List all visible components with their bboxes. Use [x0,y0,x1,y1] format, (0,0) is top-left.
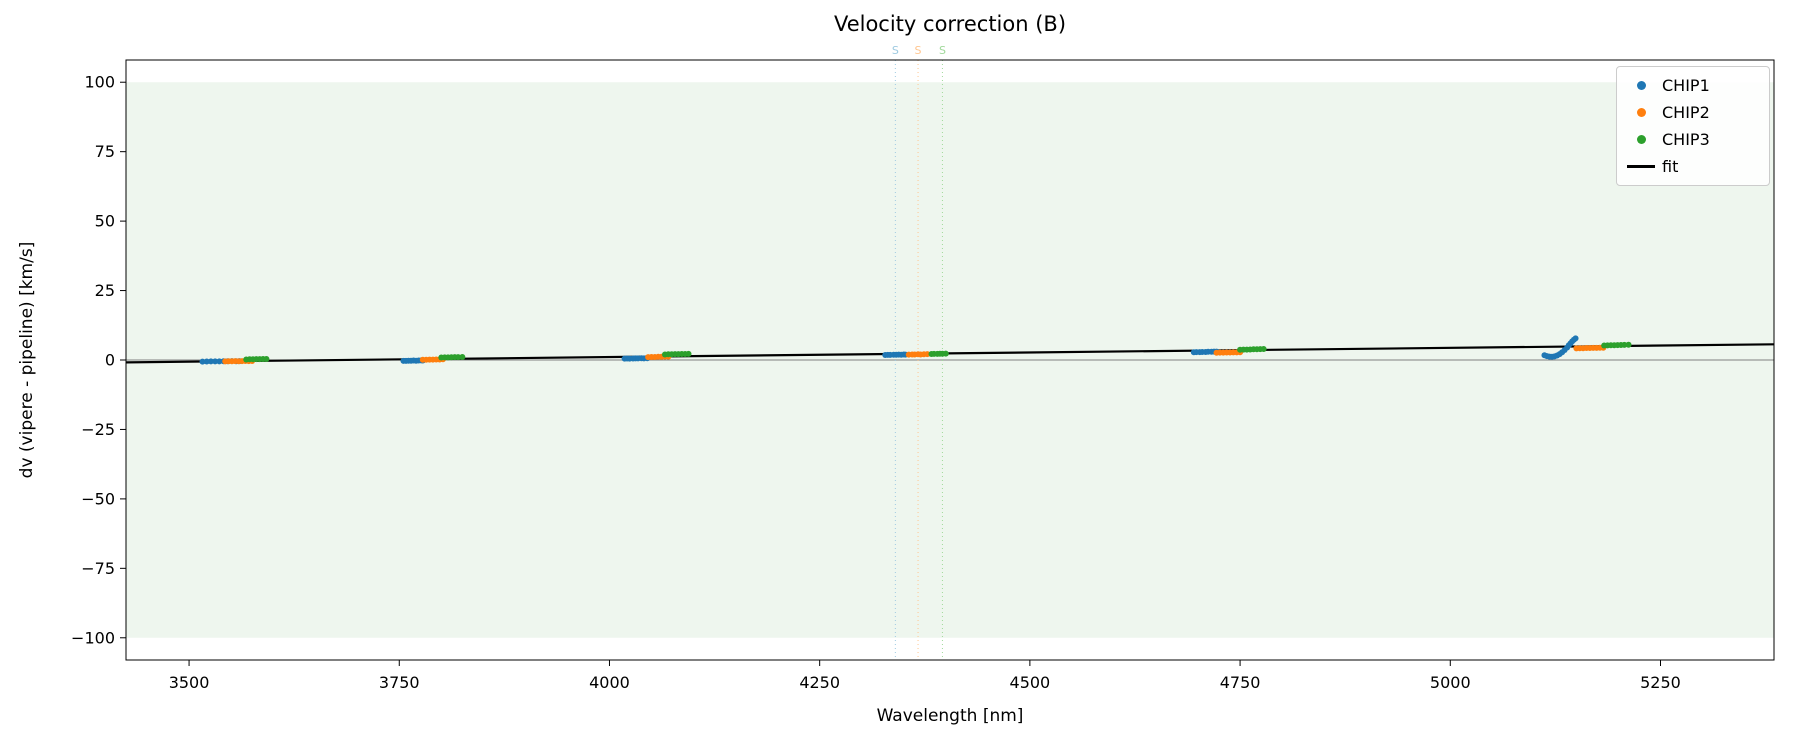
point-CHIP3 [1625,341,1632,348]
fit-line [125,343,1775,364]
legend-label: CHIP2 [1662,103,1710,122]
point-CHIP3 [685,350,692,357]
legend-label: CHIP3 [1662,130,1710,149]
legend-label: CHIP1 [1662,76,1710,95]
y-tick-label: −25 [81,420,115,439]
y-tick-label: 75 [95,142,115,161]
point-CHIP3 [263,356,270,363]
y-axis-label: dv (vipere - pipeline) [km/s] [17,241,37,479]
y-tick-label: −100 [71,628,115,647]
legend-label: fit [1662,157,1679,176]
legend-marker-swatch [1627,80,1655,92]
y-tick-label: 100 [84,73,115,92]
vline-label-1: S [892,44,899,57]
vline-label-3: S [939,44,946,57]
point-CHIP1 [199,358,206,365]
y-tick-label: 50 [95,212,115,231]
legend-item-CHIP3: CHIP3 [1627,130,1755,149]
point-CHIP1 [212,358,219,365]
legend-item-fit: fit [1627,157,1755,176]
chart-title: Velocity correction (B) [833,12,1067,36]
point-CHIP3 [1621,341,1628,348]
point-CHIP1 [203,358,210,365]
x-axis-label: Wavelength [nm] [876,706,1024,726]
point-CHIP2 [924,351,931,358]
x-tick-label: 5250 [1640,673,1681,692]
vline-label-2: S [915,44,922,57]
point-CHIP3 [1260,346,1267,353]
legend-marker-swatch [1627,107,1655,119]
x-tick-label: 4000 [589,673,630,692]
point-CHIP1 [1572,335,1579,342]
x-tick-label: 4750 [1220,673,1261,692]
point-CHIP1 [216,358,223,365]
x-tick-label: 4500 [1010,673,1051,692]
x-tick-label: 3500 [169,673,210,692]
y-tick-label: −75 [81,559,115,578]
point-CHIP3 [459,353,466,360]
legend-line-swatch [1627,161,1655,173]
x-tick-label: 3750 [379,673,420,692]
x-tick-label: 5000 [1430,673,1471,692]
y-tick-label: 0 [105,351,115,370]
legend-marker-swatch [1627,134,1655,146]
point-CHIP3 [455,354,462,361]
y-tick-label: 25 [95,281,115,300]
x-tick-label: 4250 [799,673,840,692]
point-CHIP3 [942,350,949,357]
point-CHIP1 [207,358,214,365]
legend-item-CHIP2: CHIP2 [1627,103,1755,122]
legend-item-CHIP1: CHIP1 [1627,76,1755,95]
y-tick-label: −50 [81,489,115,508]
legend: CHIP1 CHIP2 CHIP3 fit [1616,66,1770,186]
